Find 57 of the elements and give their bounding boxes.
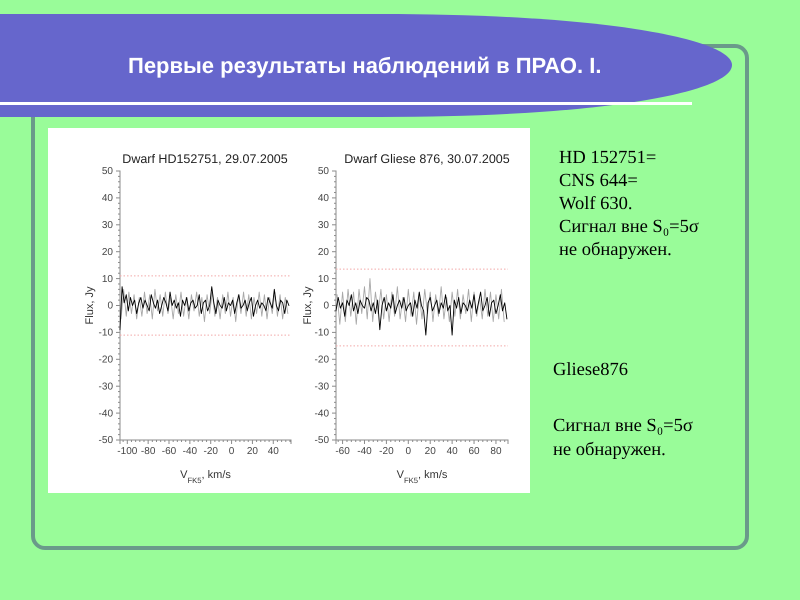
y-tick-label: -30 [98,381,114,392]
x-tick-label: -20 [203,446,218,458]
x-tick-label: -20 [379,446,394,458]
y-tick-label: -40 [98,408,114,420]
y-tick-label: 10 [318,274,330,285]
text: Gliese876 [553,360,628,380]
x-tick-label: -40 [182,446,198,458]
text: HD 152751= [559,148,656,168]
y-tick-label: 50 [318,166,330,178]
line-series [336,292,508,336]
x-tick-label: -100 [117,446,138,458]
y-tick-label: 20 [102,246,114,258]
y-tick-label: -50 [314,435,330,446]
y-tick-label: 20 [318,246,330,258]
line-series [120,288,288,322]
y-tick-label: -20 [314,354,330,366]
y-tick-label: 40 [318,193,330,204]
text: Первые результаты наблюдений в ПРАО. I. [128,53,602,78]
y-tick-label: -20 [98,354,114,366]
y-tick-label: 30 [102,220,114,231]
y-axis-title: Flux, Jy [302,286,314,324]
text: Сигнал вне S₀=5σ [559,217,699,237]
line-series [120,286,290,330]
x-tick-label: 40 [268,446,280,458]
text: Wolf 630. [559,194,633,214]
y-tick-label: 40 [102,193,114,204]
x-tick-label: 80 [490,446,502,458]
y-tick-label: 50 [102,166,114,178]
x-tick-label: 20 [424,446,436,458]
x-tick-label: 20 [246,446,258,458]
x-axis-title: V$_{FK5}$, km/s [180,469,232,484]
x-tick-label: -60 [162,446,177,458]
y-tick-label: 30 [318,220,330,231]
y-tick-label: -40 [314,408,330,420]
x-tick-label: 40 [446,446,458,458]
text: не обнаружен. [559,240,672,260]
y-tick-label: -30 [314,381,330,392]
x-tick-label: 60 [468,446,480,458]
x-tick-label: -80 [140,446,156,458]
x-tick-label: 0 [406,446,412,458]
text: Сигнал вне S₀=5σ [553,416,693,436]
x-tick-label: -40 [357,446,372,458]
x-tick-label: -60 [335,446,350,458]
chart-title: Dwarf Gliese 876, 30.07.2005 [344,152,510,166]
y-tick-label: 0 [107,300,114,312]
y-tick-label: -50 [98,435,114,446]
y-tick-label: 0 [323,300,330,312]
y-tick-label: -10 [98,328,114,339]
text: не обнаружен. [553,440,666,460]
y-axis-title: Flux, Jy [84,286,96,324]
chart-title: Dwarf HD152751, 29.07.2005 [122,152,288,166]
x-axis-title: V$_{FK5}$, km/s [396,469,448,484]
text: CNS 644= [559,171,638,191]
y-tick-label: -10 [314,328,330,339]
line-series [336,278,505,325]
y-tick-label: 10 [102,274,114,285]
x-tick-label: 0 [228,446,235,458]
